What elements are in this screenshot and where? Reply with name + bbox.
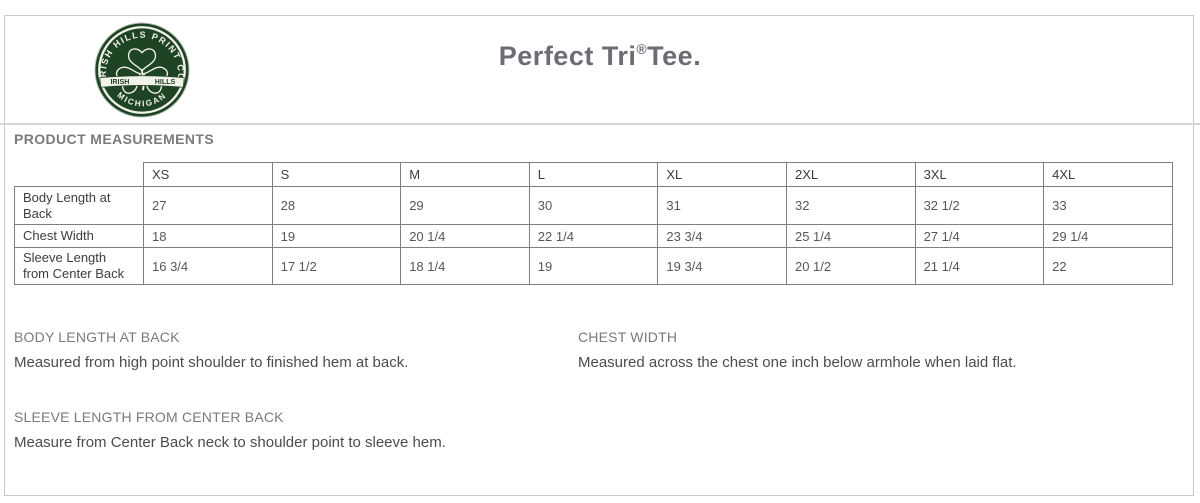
size-header-cell: M: [400, 162, 530, 187]
measurement-cell: 19 3/4: [657, 247, 787, 285]
definition-heading-chest-width: CHEST WIDTH: [578, 329, 678, 345]
header-divider-line: [0, 123, 1200, 125]
table-row: Body Length at Back 27 28 29 30 31 32 32 1/2 33: [14, 186, 1173, 225]
measurement-cell: 22: [1043, 247, 1173, 285]
table-row: Chest Width 18 19 20 1/4 22 1/4 23 3/4 25 1/4 2…: [14, 224, 1173, 248]
row-label-cell: Body Length at Back: [14, 186, 144, 225]
definition-heading-body-length: BODY LENGTH AT BACK: [14, 329, 180, 345]
size-header-cell: XS: [143, 162, 273, 187]
table-row: Sleeve Length from Center Back 16 3/4 17 1…: [14, 247, 1173, 285]
measurement-cell: 31: [657, 186, 787, 225]
measurement-cell: 19: [528, 247, 659, 285]
page-title-suffix: Tee.: [647, 41, 702, 71]
size-header-cell: L: [528, 162, 659, 187]
product-measurements-heading: PRODUCT MEASUREMENTS: [14, 131, 215, 147]
measurement-cell: 28: [271, 186, 402, 225]
row-label-cell: Sleeve Length from Center Back: [14, 247, 144, 285]
logo-banner-left-text: IRISH: [110, 78, 129, 86]
measurement-cell: 17 1/2: [271, 247, 402, 285]
logo-banner-right-text: HILLS: [155, 78, 176, 86]
measurement-cell: 32: [785, 186, 916, 225]
registered-trademark-symbol: ®: [636, 41, 648, 57]
definition-heading-sleeve-length: SLEEVE LENGTH FROM CENTER BACK: [14, 409, 284, 425]
measurement-cell: 18: [143, 224, 273, 248]
size-header-row: XS S M L XL 2XL 3XL 4XL: [15, 162, 1173, 187]
size-header-cell: 3XL: [914, 162, 1045, 187]
definition-sleeve-length: SLEEVE LENGTH FROM CENTER BACK Measure f…: [14, 409, 446, 451]
measurement-cell: 29 1/4: [1043, 224, 1173, 248]
measurement-cell: 23 3/4: [657, 224, 787, 248]
size-header-cell: XL: [657, 162, 787, 187]
measurement-cell: 27: [143, 186, 273, 225]
measurement-cell: 19: [271, 224, 402, 248]
size-header-cell: 2XL: [785, 162, 916, 187]
measurement-cell: 18 1/4: [400, 247, 530, 285]
logo-banner: IRISH HILLS: [99, 75, 185, 88]
measurements-table-body: Body Length at Back 27 28 29 30 31 32 32 1/2 33 C…: [14, 186, 1173, 285]
definition-text-sleeve-length: Measure from Center Back neck to shoulde…: [14, 434, 446, 451]
measurement-cell: 21 1/4: [914, 247, 1045, 285]
page-title-prefix: Perfect Tri: [498, 41, 637, 71]
measurement-cell: 30: [528, 186, 659, 225]
size-header-cell: 4XL: [1043, 162, 1173, 187]
definition-body-length: BODY LENGTH AT BACK Measured from high p…: [14, 329, 408, 371]
measurement-cell: 22 1/4: [528, 224, 659, 248]
page-title: Perfect Tri®Tee.: [0, 41, 1200, 72]
measurement-cell: 20 1/2: [785, 247, 916, 285]
table-corner-cell: [15, 163, 144, 187]
definition-text-body-length: Measured from high point shoulder to fin…: [14, 354, 409, 371]
page-border-frame: [4, 15, 1194, 496]
measurement-cell: 29: [400, 186, 530, 225]
definition-text-chest-width: Measured across the chest one inch below…: [578, 354, 1017, 371]
definition-chest-width: CHEST WIDTH Measured across the chest on…: [578, 329, 1017, 371]
size-header-cell: S: [271, 162, 402, 187]
brand-logo-irish-hills-print-co: IRISH HILLS PRINT CO IRISH HILLS MICHIGA…: [94, 22, 190, 118]
measurement-cell: 16 3/4: [143, 247, 273, 285]
measurement-cell: 20 1/4: [400, 224, 530, 248]
measurement-cell: 27 1/4: [914, 224, 1045, 248]
measurement-cell: 25 1/4: [785, 224, 916, 248]
row-label-cell: Chest Width: [14, 224, 144, 248]
measurements-table: XS S M L XL 2XL 3XL 4XL Body Length at Back 27 28…: [14, 162, 1173, 285]
measurement-cell: 33: [1043, 186, 1173, 225]
measurement-cell: 32 1/2: [914, 186, 1045, 225]
